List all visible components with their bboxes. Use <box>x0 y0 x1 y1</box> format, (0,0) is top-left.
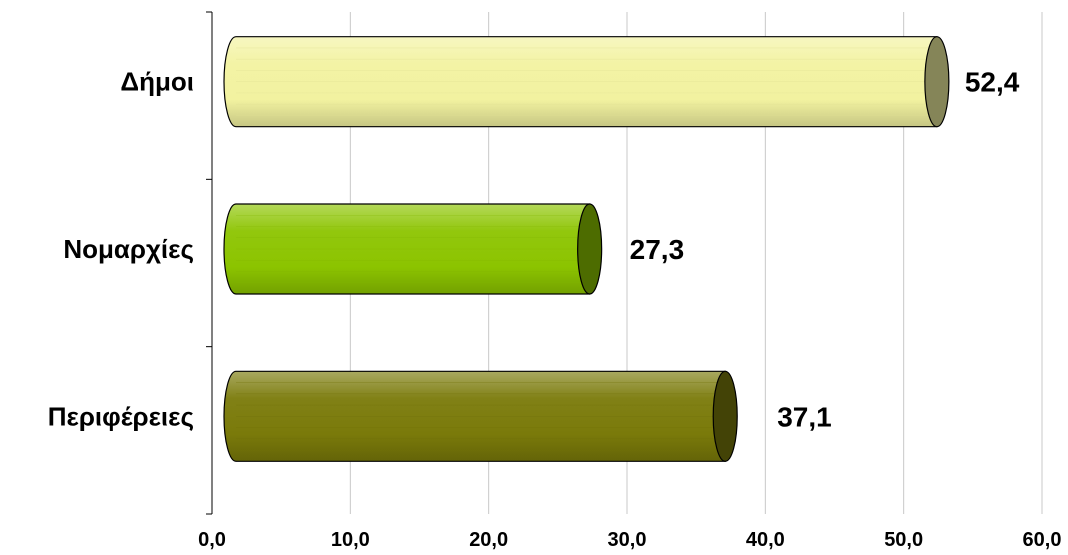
bar <box>223 203 603 295</box>
x-tick-label: 10,0 <box>331 529 370 551</box>
label-layer: 0,0 10,0 20,0 30,0 40,0 50,0 60,0 Δήμοι 52,4 Νομα… <box>48 67 1062 551</box>
category-label: Περιφέρειες <box>48 401 194 431</box>
x-tick-label: 0,0 <box>198 529 226 551</box>
category-label: Νομαρχίες <box>63 234 194 264</box>
bar-end-cap <box>577 203 603 295</box>
category-label: Δήμοι <box>120 67 194 97</box>
x-tick-label: 20,0 <box>469 529 508 551</box>
x-tick-label: 40,0 <box>746 529 785 551</box>
x-tick-label: 60,0 <box>1023 529 1062 551</box>
bar <box>223 36 950 128</box>
bar-layer <box>223 36 950 462</box>
data-label: 52,4 <box>965 67 1020 98</box>
bar-end-cap <box>712 370 738 462</box>
bar <box>223 370 738 462</box>
x-tick-label: 50,0 <box>884 529 923 551</box>
data-label: 27,3 <box>630 234 685 265</box>
bar-end-cap <box>924 36 950 128</box>
axis-layer <box>206 11 213 515</box>
data-label: 37,1 <box>777 401 832 432</box>
x-tick-label: 30,0 <box>608 529 647 551</box>
